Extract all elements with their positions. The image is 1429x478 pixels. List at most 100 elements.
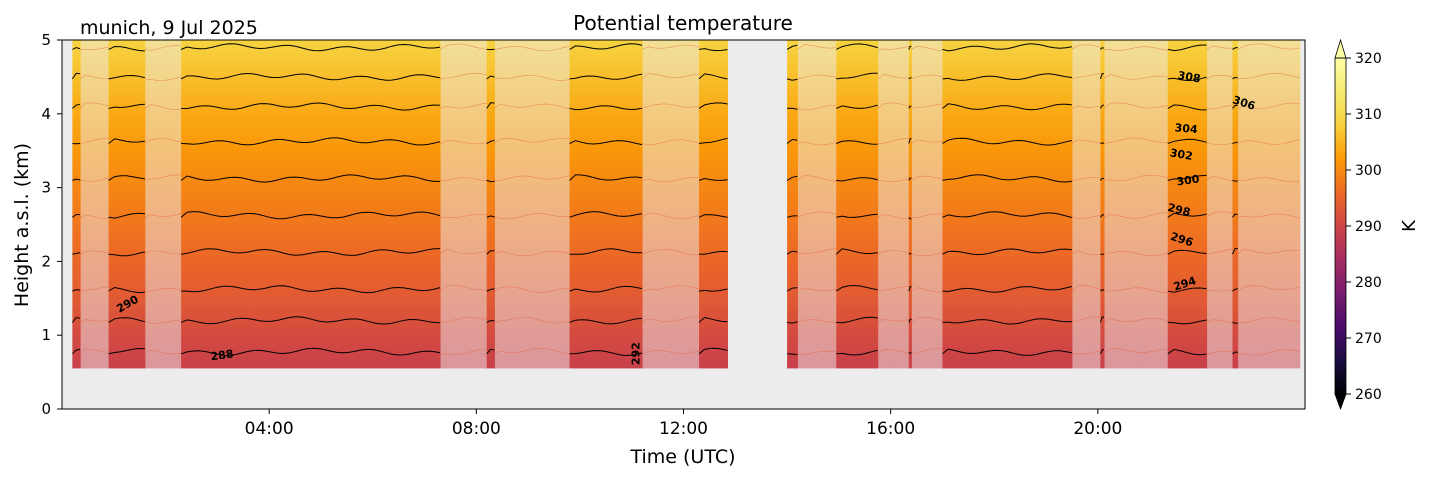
y-tick-label: 5	[41, 31, 51, 49]
contour-line	[1071, 177, 1101, 181]
contour-line	[698, 102, 728, 109]
contour-line	[1071, 139, 1101, 144]
contour-line	[911, 287, 943, 293]
colorbar-tick-label: 320	[1355, 51, 1382, 67]
contour-line	[1103, 46, 1168, 51]
colorbar-tick-label: 280	[1355, 275, 1382, 291]
contour-line	[1103, 318, 1168, 323]
contour-line	[786, 44, 798, 50]
contour-line	[569, 350, 643, 356]
contour-line	[72, 316, 81, 323]
colorbar-tick-label: 260	[1355, 387, 1382, 403]
contour-line	[180, 43, 441, 52]
contour-line	[1237, 72, 1300, 80]
contour-line	[642, 176, 700, 183]
contour-line	[181, 248, 441, 256]
contour-line	[72, 178, 81, 181]
contour-line	[144, 287, 182, 292]
contour-line	[1103, 102, 1168, 109]
contour-line	[877, 73, 909, 80]
contour-line	[108, 317, 146, 323]
contour-line	[108, 347, 145, 355]
contour-line	[180, 174, 441, 183]
contour-line	[699, 250, 728, 255]
contour-line	[908, 45, 912, 50]
contour-line	[486, 139, 495, 144]
contour-line	[836, 213, 878, 218]
contour-line	[836, 284, 878, 292]
data-block	[72, 40, 81, 369]
contour-line	[72, 252, 81, 255]
contour-line	[1103, 250, 1168, 257]
contour-line	[1167, 138, 1207, 144]
contour-line	[1206, 319, 1233, 324]
data-block-faded	[642, 40, 700, 369]
contour-line	[1232, 141, 1238, 144]
contour-line	[1103, 74, 1168, 80]
contour-line	[1232, 248, 1238, 255]
contour-line	[79, 102, 109, 109]
contour-line	[144, 76, 182, 81]
colorbar	[1335, 58, 1346, 394]
contour-line	[1237, 139, 1300, 145]
contour-line	[698, 137, 728, 144]
contour-line	[877, 318, 909, 323]
contour-line	[698, 48, 728, 52]
contour-line	[108, 175, 145, 181]
contour-line	[144, 174, 182, 181]
contour-line	[911, 45, 943, 52]
contour-line	[1103, 212, 1168, 219]
contour-line	[79, 214, 109, 220]
contour-line	[1167, 44, 1207, 52]
contour-line	[877, 286, 909, 292]
colorbar-extend-max	[1334, 38, 1347, 59]
contour-line	[1237, 177, 1300, 183]
contour-line	[569, 248, 643, 255]
contour-line	[569, 73, 643, 80]
contour-line	[908, 177, 912, 181]
contour-line	[180, 347, 441, 356]
data-block	[181, 40, 441, 369]
contour-line	[1103, 287, 1168, 294]
contour-line	[494, 103, 570, 110]
contour-line	[440, 72, 487, 80]
contour-line	[144, 250, 182, 255]
contour-line	[797, 44, 837, 50]
contour-line	[1237, 349, 1300, 356]
contour-line	[1167, 104, 1207, 111]
contour-line	[1237, 102, 1300, 109]
contour-line	[108, 212, 145, 219]
contour-line	[1100, 177, 1105, 181]
contour-line	[486, 319, 495, 323]
contour-line	[144, 138, 182, 144]
contour-line	[108, 45, 145, 52]
contour-line	[641, 212, 700, 220]
contour-line	[486, 215, 495, 218]
contour-line	[942, 137, 1073, 146]
contour-line	[1206, 211, 1233, 218]
contour-line	[1071, 250, 1101, 256]
contour-line	[786, 138, 798, 144]
contour-line	[80, 137, 109, 144]
chart-subtitle: munich, 9 Jul 2025	[80, 17, 258, 39]
contour-line	[569, 285, 643, 293]
contour-line	[908, 286, 912, 292]
contour-line	[108, 286, 145, 294]
colorbar-label: K	[1399, 219, 1420, 232]
contour-line	[787, 107, 798, 110]
contour-line	[698, 316, 728, 323]
contour-line	[1237, 213, 1300, 219]
contour-line	[144, 213, 182, 218]
contour-line	[494, 137, 570, 144]
contour-line	[642, 285, 700, 292]
data-block-faded	[1237, 40, 1301, 369]
x-axis-label: Time (UTC)	[629, 446, 735, 468]
contour-line	[836, 104, 878, 109]
contour-line	[1206, 105, 1233, 110]
contour-line	[1071, 285, 1101, 292]
data-block-faded	[1071, 40, 1101, 369]
colorbar-tick-label: 270	[1355, 331, 1382, 347]
contour-line	[181, 102, 441, 111]
colorbar-tick-label: 310	[1355, 107, 1382, 123]
contour-line	[911, 252, 943, 257]
